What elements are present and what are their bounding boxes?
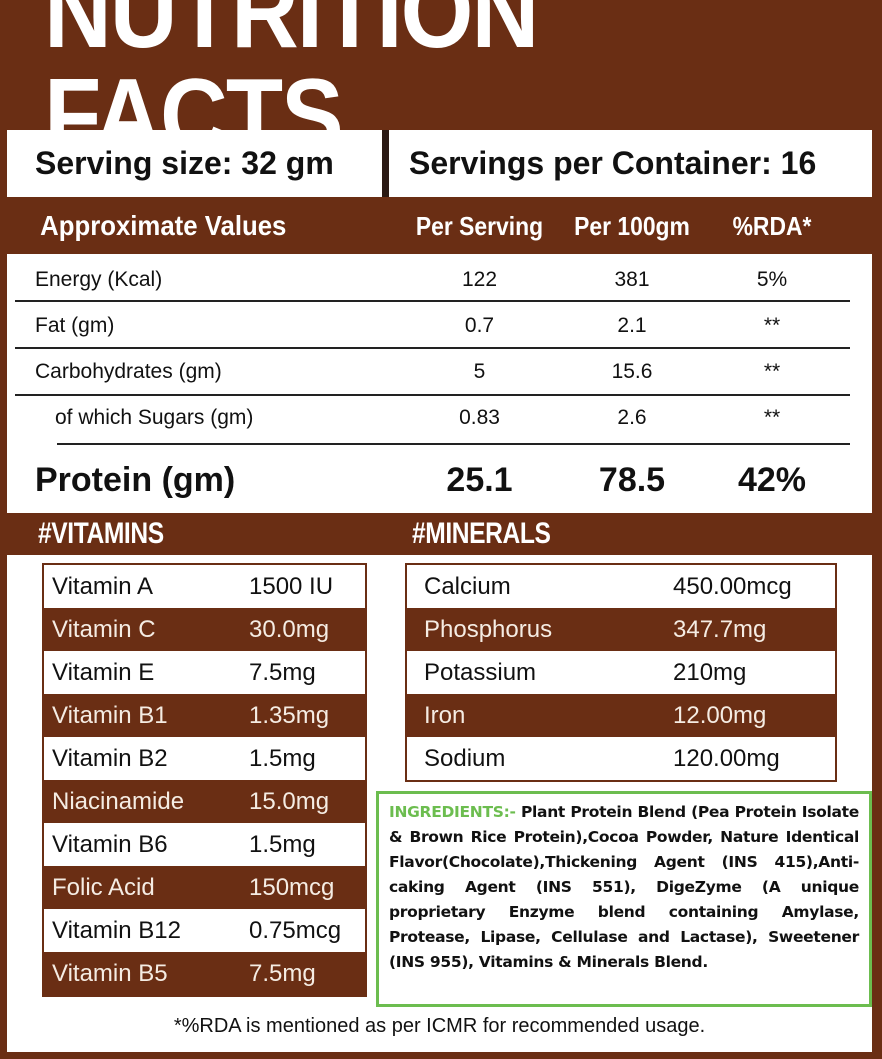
- header-per-serving: Per Serving: [415, 210, 544, 241]
- vitamin-value: 30.0mg: [249, 615, 330, 643]
- vitamin-name: Niacinamide: [52, 787, 185, 815]
- macro-per-serving: 122: [461, 268, 498, 291]
- macro-per-100gm: 15.6: [611, 360, 653, 383]
- table-row: Vitamin A 1500 IU: [44, 565, 365, 608]
- table-row: Vitamin B6 1.5mg: [44, 823, 365, 866]
- table-row: Carbohydrates (gm) 5 15.6 **: [7, 352, 872, 392]
- row-divider: [15, 300, 850, 302]
- macro-rda: 42%: [737, 460, 807, 499]
- table-row: Vitamin E 7.5mg: [44, 651, 365, 694]
- table-row: Phosphorus 347.7mg: [407, 608, 835, 651]
- vitamin-value: 1.35mg: [249, 701, 330, 729]
- row-divider: [57, 443, 850, 445]
- table-row: Fat (gm) 0.7 2.1 **: [7, 306, 872, 346]
- vitamin-value: 1.5mg: [249, 830, 316, 858]
- minerals-heading: #MINERALS: [412, 517, 551, 550]
- vitamin-value: 1.5mg: [249, 744, 316, 772]
- table-row: Sodium 120.00mg: [407, 737, 835, 780]
- vitamin-value: 7.5mg: [249, 959, 316, 987]
- macro-name: Fat (gm): [35, 314, 115, 337]
- vitamin-value: 7.5mg: [249, 658, 316, 686]
- ingredients-label: INGREDIENTS:-: [389, 803, 516, 821]
- macro-table: Energy (Kcal) 122 381 5% Fat (gm) 0.7 2.…: [7, 254, 872, 513]
- table-row: of which Sugars (gm) 0.83 2.6 **: [7, 398, 872, 438]
- vitamins-table: Vitamin A 1500 IU Vitamin C 30.0mg Vitamin…: [42, 563, 367, 997]
- servings-per-container: Servings per Container: 16: [389, 130, 872, 197]
- macro-rda: **: [763, 360, 781, 383]
- mineral-name: Sodium: [424, 744, 506, 772]
- macro-rda: **: [763, 406, 781, 429]
- serving-size: Serving size: 32 gm: [7, 130, 382, 197]
- macro-per-100gm: 2.6: [617, 406, 647, 429]
- page-title: NUTRITION FACTS: [44, 0, 539, 174]
- vitamin-name: Vitamin B2: [52, 744, 168, 772]
- vitamin-value: 15.0mg: [249, 787, 330, 815]
- table-row: Vitamin B12 0.75mcg: [44, 909, 365, 952]
- table-row: Vitamin B1 1.35mg: [44, 694, 365, 737]
- macro-per-serving: 0.83: [459, 406, 500, 429]
- macro-name: Carbohydrates (gm): [35, 360, 222, 383]
- macro-name: of which Sugars (gm): [55, 406, 254, 429]
- macro-name: Energy (Kcal): [35, 268, 163, 291]
- macro-per-serving: 25.1: [446, 460, 513, 499]
- lower-panel: Vitamin A 1500 IU Vitamin C 30.0mg Vitamin…: [7, 555, 872, 1052]
- vitamin-name: Vitamin B1: [52, 701, 168, 729]
- mineral-value: 450.00mcg: [673, 572, 792, 600]
- vitamin-name: Vitamin C: [52, 615, 156, 643]
- macro-per-serving: 0.7: [464, 314, 495, 337]
- table-row: Energy (Kcal) 122 381 5%: [7, 260, 872, 300]
- mineral-name: Potassium: [424, 658, 537, 686]
- ingredients-text: Plant Protein Blend (Pea Protein Isolate…: [389, 803, 859, 971]
- vitamin-name: Vitamin B6: [52, 830, 168, 858]
- vitamin-name: Folic Acid: [52, 873, 155, 901]
- mineral-name: Iron: [424, 701, 466, 729]
- vitamin-name: Vitamin B5: [52, 959, 168, 987]
- table-row: Niacinamide 15.0mg: [44, 780, 365, 823]
- table-row: Vitamin C 30.0mg: [44, 608, 365, 651]
- row-divider: [15, 347, 850, 349]
- macro-per-100gm: 78.5: [598, 460, 666, 499]
- serving-row: Serving size: 32 gm Servings per Contain…: [7, 130, 872, 197]
- vitamin-value: 1500 IU: [249, 572, 334, 600]
- table-row: Potassium 210mg: [407, 651, 835, 694]
- ingredients-box: INGREDIENTS:- Plant Protein Blend (Pea P…: [376, 791, 872, 1007]
- table-row: Vitamin B5 7.5mg: [44, 952, 365, 995]
- table-row: Calcium 450.00mcg: [407, 565, 835, 608]
- rda-footnote: *%RDA is mentioned as per ICMR for recom…: [173, 1015, 706, 1037]
- table-row: Vitamin B2 1.5mg: [44, 737, 365, 780]
- macro-per-100gm: 381: [614, 268, 650, 291]
- header-per-100gm: Per 100gm: [574, 210, 690, 241]
- vitamin-value: 150mcg: [249, 873, 335, 901]
- vitamin-value: 0.75mcg: [249, 916, 342, 944]
- mineral-value: 12.00mg: [673, 701, 767, 729]
- table-header: Approximate Values Per Serving Per 100gm…: [7, 200, 872, 252]
- mineral-value: 210mg: [673, 658, 747, 686]
- minerals-table: Calcium 450.00mcg Phosphorus 347.7mg Potas…: [405, 563, 837, 782]
- vitamins-heading: #VITAMINS: [38, 517, 164, 550]
- row-divider: [15, 394, 850, 396]
- mineral-name: Calcium: [424, 572, 511, 600]
- protein-row: Protein (gm) 25.1 78.5 42%: [7, 454, 872, 506]
- macro-rda: 5%: [756, 268, 788, 291]
- vitamin-name: Vitamin E: [52, 658, 155, 686]
- mineral-value: 347.7mg: [673, 615, 767, 643]
- section-headings: #VITAMINS #MINERALS: [7, 513, 872, 555]
- table-row: Folic Acid 150mcg: [44, 866, 365, 909]
- serving-divider: [382, 130, 389, 197]
- vitamin-name: Vitamin A: [52, 572, 153, 600]
- macro-per-serving: 5: [473, 360, 486, 383]
- mineral-name: Phosphorus: [424, 615, 553, 643]
- macro-per-100gm: 2.1: [617, 314, 647, 337]
- macro-name: Protein (gm): [35, 460, 236, 499]
- table-row: Iron 12.00mg: [407, 694, 835, 737]
- header-approx-values: Approximate Values: [40, 210, 287, 241]
- macro-rda: **: [763, 314, 781, 337]
- header-rda: %RDA*: [732, 210, 812, 241]
- mineral-value: 120.00mg: [673, 744, 780, 772]
- vitamin-name: Vitamin B12: [52, 916, 181, 944]
